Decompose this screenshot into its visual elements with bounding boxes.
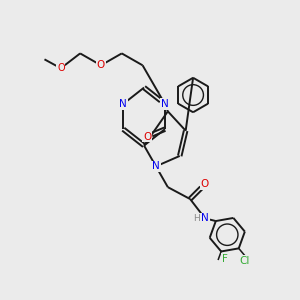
Text: N: N xyxy=(152,161,160,171)
Text: O: O xyxy=(97,60,105,70)
Text: N: N xyxy=(201,213,209,224)
Text: O: O xyxy=(143,132,151,142)
Text: N: N xyxy=(161,99,169,109)
Text: N: N xyxy=(119,99,127,109)
Text: Cl: Cl xyxy=(239,256,250,266)
Text: F: F xyxy=(222,254,228,264)
Text: H: H xyxy=(193,214,200,223)
Text: O: O xyxy=(201,179,209,189)
Text: O: O xyxy=(57,63,64,73)
